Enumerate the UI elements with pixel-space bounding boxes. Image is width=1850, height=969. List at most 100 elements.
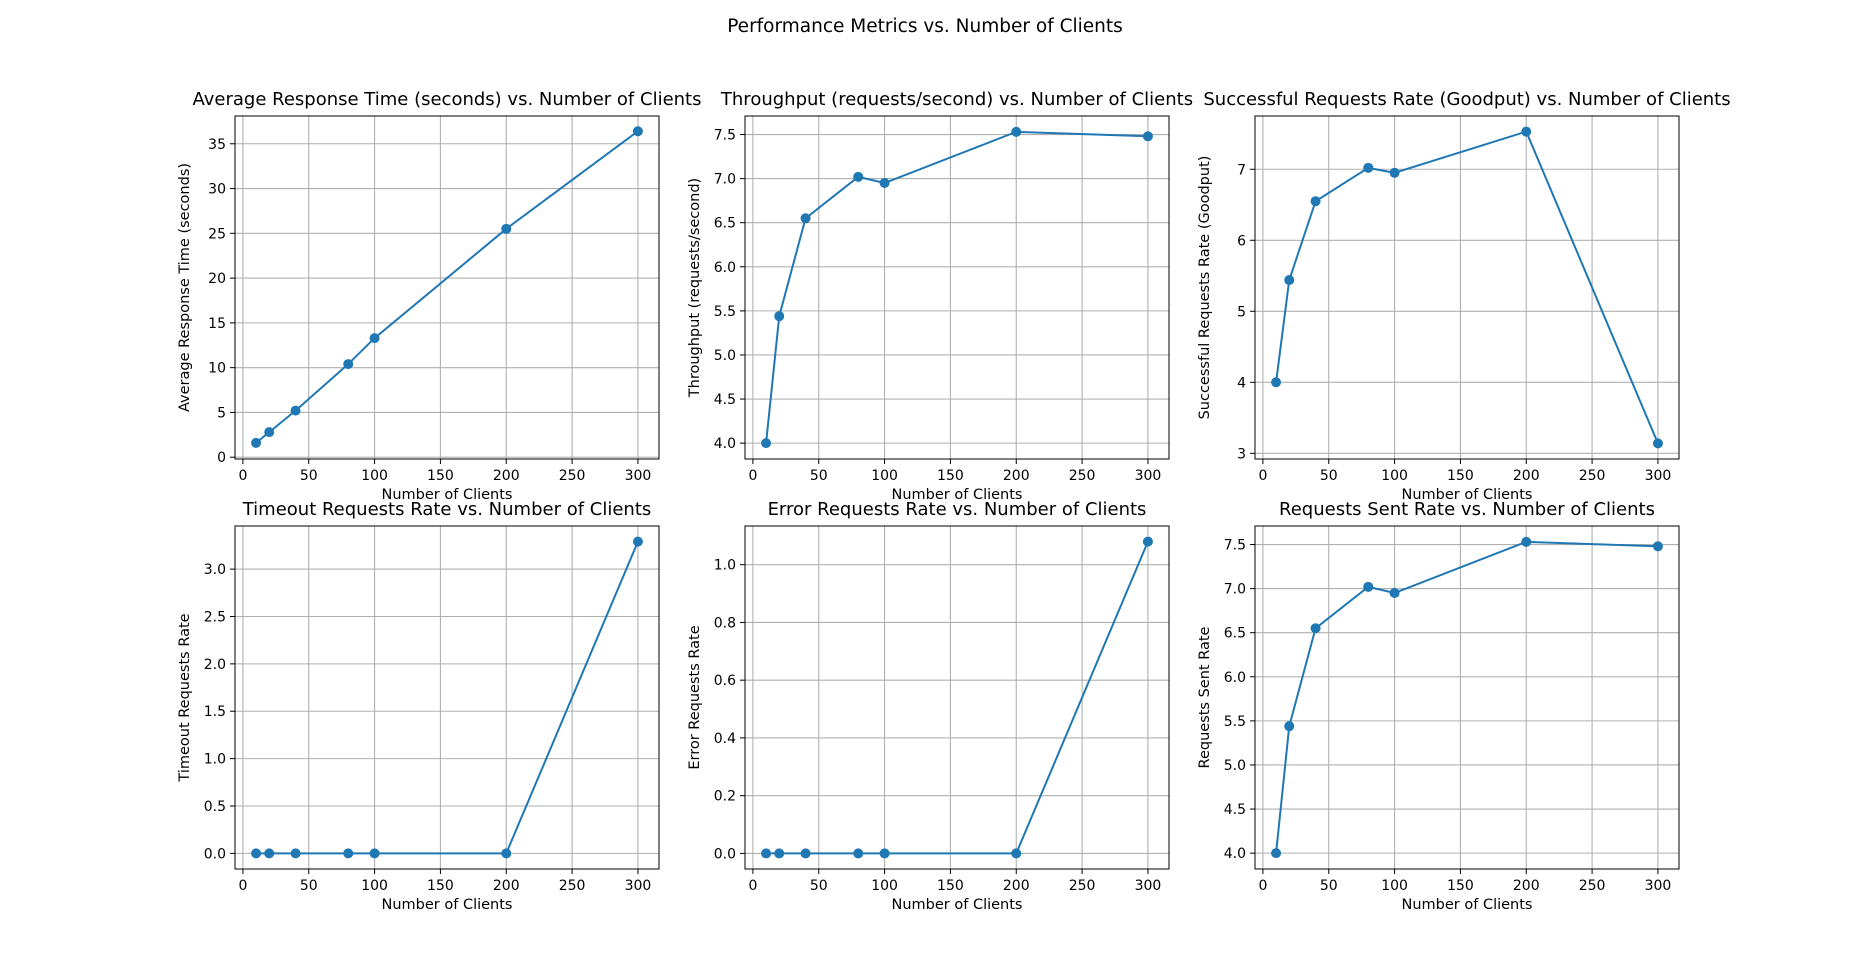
y-tick-label: 4 xyxy=(1237,375,1246,391)
data-point xyxy=(1652,438,1663,449)
y-tick-label: 5.0 xyxy=(1224,758,1246,774)
y-tick-label: 1.0 xyxy=(714,558,736,574)
y-tick-label: 0.8 xyxy=(714,615,736,631)
x-tick-label: 50 xyxy=(1320,878,1338,894)
x-tick-label: 250 xyxy=(1069,878,1096,894)
y-tick-label: 4.5 xyxy=(1224,802,1246,818)
y-tick-label: 4.0 xyxy=(714,436,736,452)
data-point xyxy=(632,536,643,547)
y-tick-label: 5 xyxy=(1237,304,1246,320)
y-tick-label: 6.5 xyxy=(1224,626,1246,642)
axes-frame xyxy=(234,115,660,460)
gridlines xyxy=(235,116,659,459)
data-point xyxy=(369,333,380,344)
data-point xyxy=(1271,377,1282,388)
data-point xyxy=(1011,126,1022,137)
data-point xyxy=(1363,162,1374,173)
x-tick-label: 50 xyxy=(1320,468,1338,484)
y-tick-label: 3.0 xyxy=(204,562,226,578)
series-line xyxy=(1275,130,1659,444)
y-tick-label: 2.0 xyxy=(204,657,226,673)
data-point xyxy=(1284,275,1295,286)
x-tick-label: 100 xyxy=(871,878,898,894)
x-tick-label: 50 xyxy=(300,878,318,894)
x-tick-label: 200 xyxy=(493,468,520,484)
data-point xyxy=(1310,623,1321,634)
x-tick-label: 150 xyxy=(1447,468,1474,484)
y-tick-label: 4.0 xyxy=(1224,846,1246,862)
data-point xyxy=(774,848,785,859)
data-point xyxy=(1310,196,1321,207)
y-tick-label: 6.5 xyxy=(714,216,736,232)
y-tick-label: 7.5 xyxy=(1224,538,1246,554)
x-tick-label: 200 xyxy=(1003,878,1030,894)
y-tick-label: 5.0 xyxy=(714,348,736,364)
axes-frame xyxy=(744,525,1170,870)
data-point xyxy=(1142,131,1153,142)
series-line xyxy=(766,541,1149,855)
subplot-title: Timeout Requests Rate vs. Number of Clie… xyxy=(242,499,652,520)
axes-frame xyxy=(1254,525,1680,870)
data-point xyxy=(343,359,354,370)
x-tick-label: 200 xyxy=(1513,878,1540,894)
gridlines xyxy=(1255,116,1679,459)
data-point xyxy=(290,848,301,859)
x-tick-label: 0 xyxy=(748,468,757,484)
y-tick-label: 0.4 xyxy=(714,731,736,747)
x-tick-label: 100 xyxy=(361,878,388,894)
data-point xyxy=(853,171,864,182)
y-tick-label: 0.5 xyxy=(204,799,226,815)
data-point xyxy=(1284,721,1295,732)
data-point xyxy=(761,848,772,859)
x-axis-label: Number of Clients xyxy=(382,487,513,503)
axes-frame xyxy=(1254,115,1680,460)
y-tick-label: 1.5 xyxy=(204,704,226,720)
x-tick-label: 300 xyxy=(1645,468,1672,484)
data-point xyxy=(264,427,275,438)
gridlines xyxy=(1255,526,1679,869)
x-tick-label: 0 xyxy=(238,468,247,484)
subplot-title: Average Response Time (seconds) vs. Numb… xyxy=(193,89,702,110)
x-axis-label: Number of Clients xyxy=(892,897,1023,913)
data-point xyxy=(800,213,811,224)
data-point xyxy=(761,438,772,449)
subplot-title: Throughput (requests/second) vs. Number … xyxy=(720,89,1193,110)
y-axis-label: Requests Sent Rate xyxy=(1197,626,1213,768)
x-tick-label: 250 xyxy=(1069,468,1096,484)
gridlines xyxy=(745,526,1169,869)
x-tick-label: 100 xyxy=(1381,468,1408,484)
data-point xyxy=(369,848,380,859)
x-tick-label: 0 xyxy=(1258,878,1267,894)
data-point xyxy=(1363,581,1374,592)
gridlines xyxy=(745,116,1169,459)
gridlines xyxy=(235,526,659,869)
y-tick-label: 15 xyxy=(208,316,226,332)
y-tick-label: 1.0 xyxy=(204,752,226,768)
subplot-4: 0 50 100 150 200 250 300 0.0 0.5 1.0 1.5 2.0 2.5 3.0 T… xyxy=(177,499,660,913)
y-tick-label: 30 xyxy=(208,182,226,198)
y-tick-label: 35 xyxy=(208,137,226,153)
data-point xyxy=(1521,126,1532,137)
subplot-title: Successful Requests Rate (Goodput) vs. N… xyxy=(1203,89,1730,110)
subplot-title: Requests Sent Rate vs. Number of Clients xyxy=(1279,499,1655,520)
x-tick-label: 200 xyxy=(1003,468,1030,484)
x-tick-label: 150 xyxy=(937,878,964,894)
y-axis-label: Error Requests Rate xyxy=(687,625,703,769)
y-axis-label: Average Response Time (seconds) xyxy=(177,163,193,412)
subplot-title: Error Requests Rate vs. Number of Client… xyxy=(768,499,1147,520)
subplot-grid: 0 50 100 150 200 250 30005101520253035Average … xyxy=(177,89,1731,913)
x-tick-label: 200 xyxy=(1513,468,1540,484)
data-point xyxy=(1011,848,1022,859)
x-tick-label: 50 xyxy=(300,468,318,484)
data-point xyxy=(1389,588,1400,599)
axes-frame xyxy=(744,115,1170,460)
y-tick-label: 20 xyxy=(208,271,226,287)
axes-frame xyxy=(234,525,660,870)
data-point xyxy=(879,848,890,859)
x-tick-label: 50 xyxy=(810,878,828,894)
x-axis-label: Number of Clients xyxy=(892,487,1023,503)
x-tick-label: 100 xyxy=(361,468,388,484)
y-tick-label: 0.0 xyxy=(204,846,226,862)
y-tick-label: 25 xyxy=(208,226,226,242)
y-tick-label: 0.0 xyxy=(714,846,736,862)
